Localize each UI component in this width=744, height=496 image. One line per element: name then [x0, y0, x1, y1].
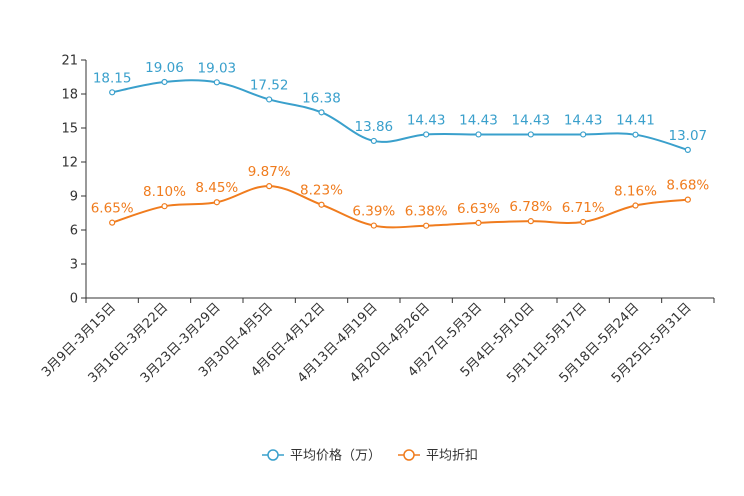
data-point[interactable]: [318, 201, 325, 208]
data-point[interactable]: [527, 131, 534, 138]
legend-item-average-discount[interactable]: 平均折扣: [398, 449, 478, 464]
data-label: 17.52: [250, 77, 289, 93]
data-label: 19.06: [145, 60, 184, 76]
data-label: 6.65%: [91, 201, 134, 217]
data-point[interactable]: [109, 89, 116, 96]
series-line: [111, 79, 689, 151]
data-label: 8.45%: [195, 180, 238, 196]
data-point[interactable]: [161, 203, 168, 210]
data-label: 13.07: [669, 128, 708, 144]
legend-label: 平均折扣: [426, 449, 478, 464]
y-tick-label: 12: [61, 156, 78, 171]
data-point[interactable]: [475, 219, 482, 226]
data-point[interactable]: [632, 131, 639, 138]
data-point[interactable]: [370, 222, 377, 229]
data-point[interactable]: [580, 131, 587, 138]
data-point[interactable]: [632, 202, 639, 209]
y-tick-label: 18: [61, 88, 78, 103]
legend-marker-icon: [403, 449, 415, 461]
legend-item-average-price[interactable]: 平均价格（万）: [262, 448, 381, 464]
y-tick-label: 15: [61, 122, 78, 137]
series-average-price: 18.15 19.06 19.03 17.52 16.38 13.86 14.43 14.43…: [93, 60, 708, 153]
y-tick-label: 6: [70, 224, 78, 239]
series-average-discount: 6.65% 8.10% 8.45% 9.87% 8.23% 6.39% 6.38% 6.63%…: [91, 164, 709, 229]
data-point[interactable]: [266, 183, 273, 190]
data-point[interactable]: [213, 79, 220, 86]
data-label: 6.63%: [457, 201, 500, 217]
data-point[interactable]: [318, 109, 325, 116]
data-point[interactable]: [684, 196, 691, 203]
data-label: 14.41: [616, 113, 655, 129]
data-point[interactable]: [109, 219, 116, 226]
series-line: [111, 185, 688, 229]
y-axis: 0 3 6 9 12 15 18 21: [61, 54, 87, 307]
data-point[interactable]: [266, 96, 273, 103]
data-point[interactable]: [475, 131, 482, 138]
data-point[interactable]: [423, 131, 430, 138]
data-label: 13.86: [355, 119, 394, 135]
data-label: 6.39%: [352, 204, 395, 220]
data-label: 8.68%: [666, 178, 709, 194]
data-label: 14.43: [407, 112, 446, 128]
data-label: 6.38%: [405, 204, 448, 220]
data-label: 8.10%: [143, 184, 186, 200]
data-label: 19.03: [198, 60, 237, 76]
x-axis: 3月9日-3月15日3月16日-3月22日3月23日-3月29日3月30日-4月…: [39, 297, 715, 386]
y-tick-label: 9: [70, 190, 78, 205]
legend-label: 平均价格（万）: [290, 448, 381, 464]
series-layer: 18.15 19.06 19.03 17.52 16.38 13.86 14.43 14.43…: [91, 60, 709, 229]
data-point[interactable]: [580, 218, 587, 226]
legend-marker-icon: [267, 449, 279, 461]
y-tick-label: 3: [70, 258, 78, 273]
data-point[interactable]: [161, 78, 168, 86]
data-label: 14.43: [564, 112, 603, 128]
data-label: 14.43: [459, 112, 498, 128]
data-label: 6.71%: [562, 200, 605, 216]
data-label: 6.78%: [509, 199, 552, 215]
data-label: 18.15: [93, 70, 132, 86]
data-point[interactable]: [527, 218, 534, 225]
data-point[interactable]: [423, 222, 430, 229]
y-tick-label: 0: [70, 292, 78, 307]
data-label: 16.38: [302, 90, 341, 106]
legend: 平均价格（万） 平均折扣: [262, 448, 478, 464]
data-label: 8.16%: [614, 184, 657, 200]
data-point[interactable]: [370, 137, 377, 145]
data-label: 14.43: [512, 112, 551, 128]
data-point[interactable]: [684, 146, 691, 153]
data-label: 9.87%: [248, 164, 291, 180]
data-label: 8.23%: [300, 183, 343, 199]
data-point[interactable]: [213, 199, 220, 206]
y-tick-label: 21: [61, 54, 78, 69]
